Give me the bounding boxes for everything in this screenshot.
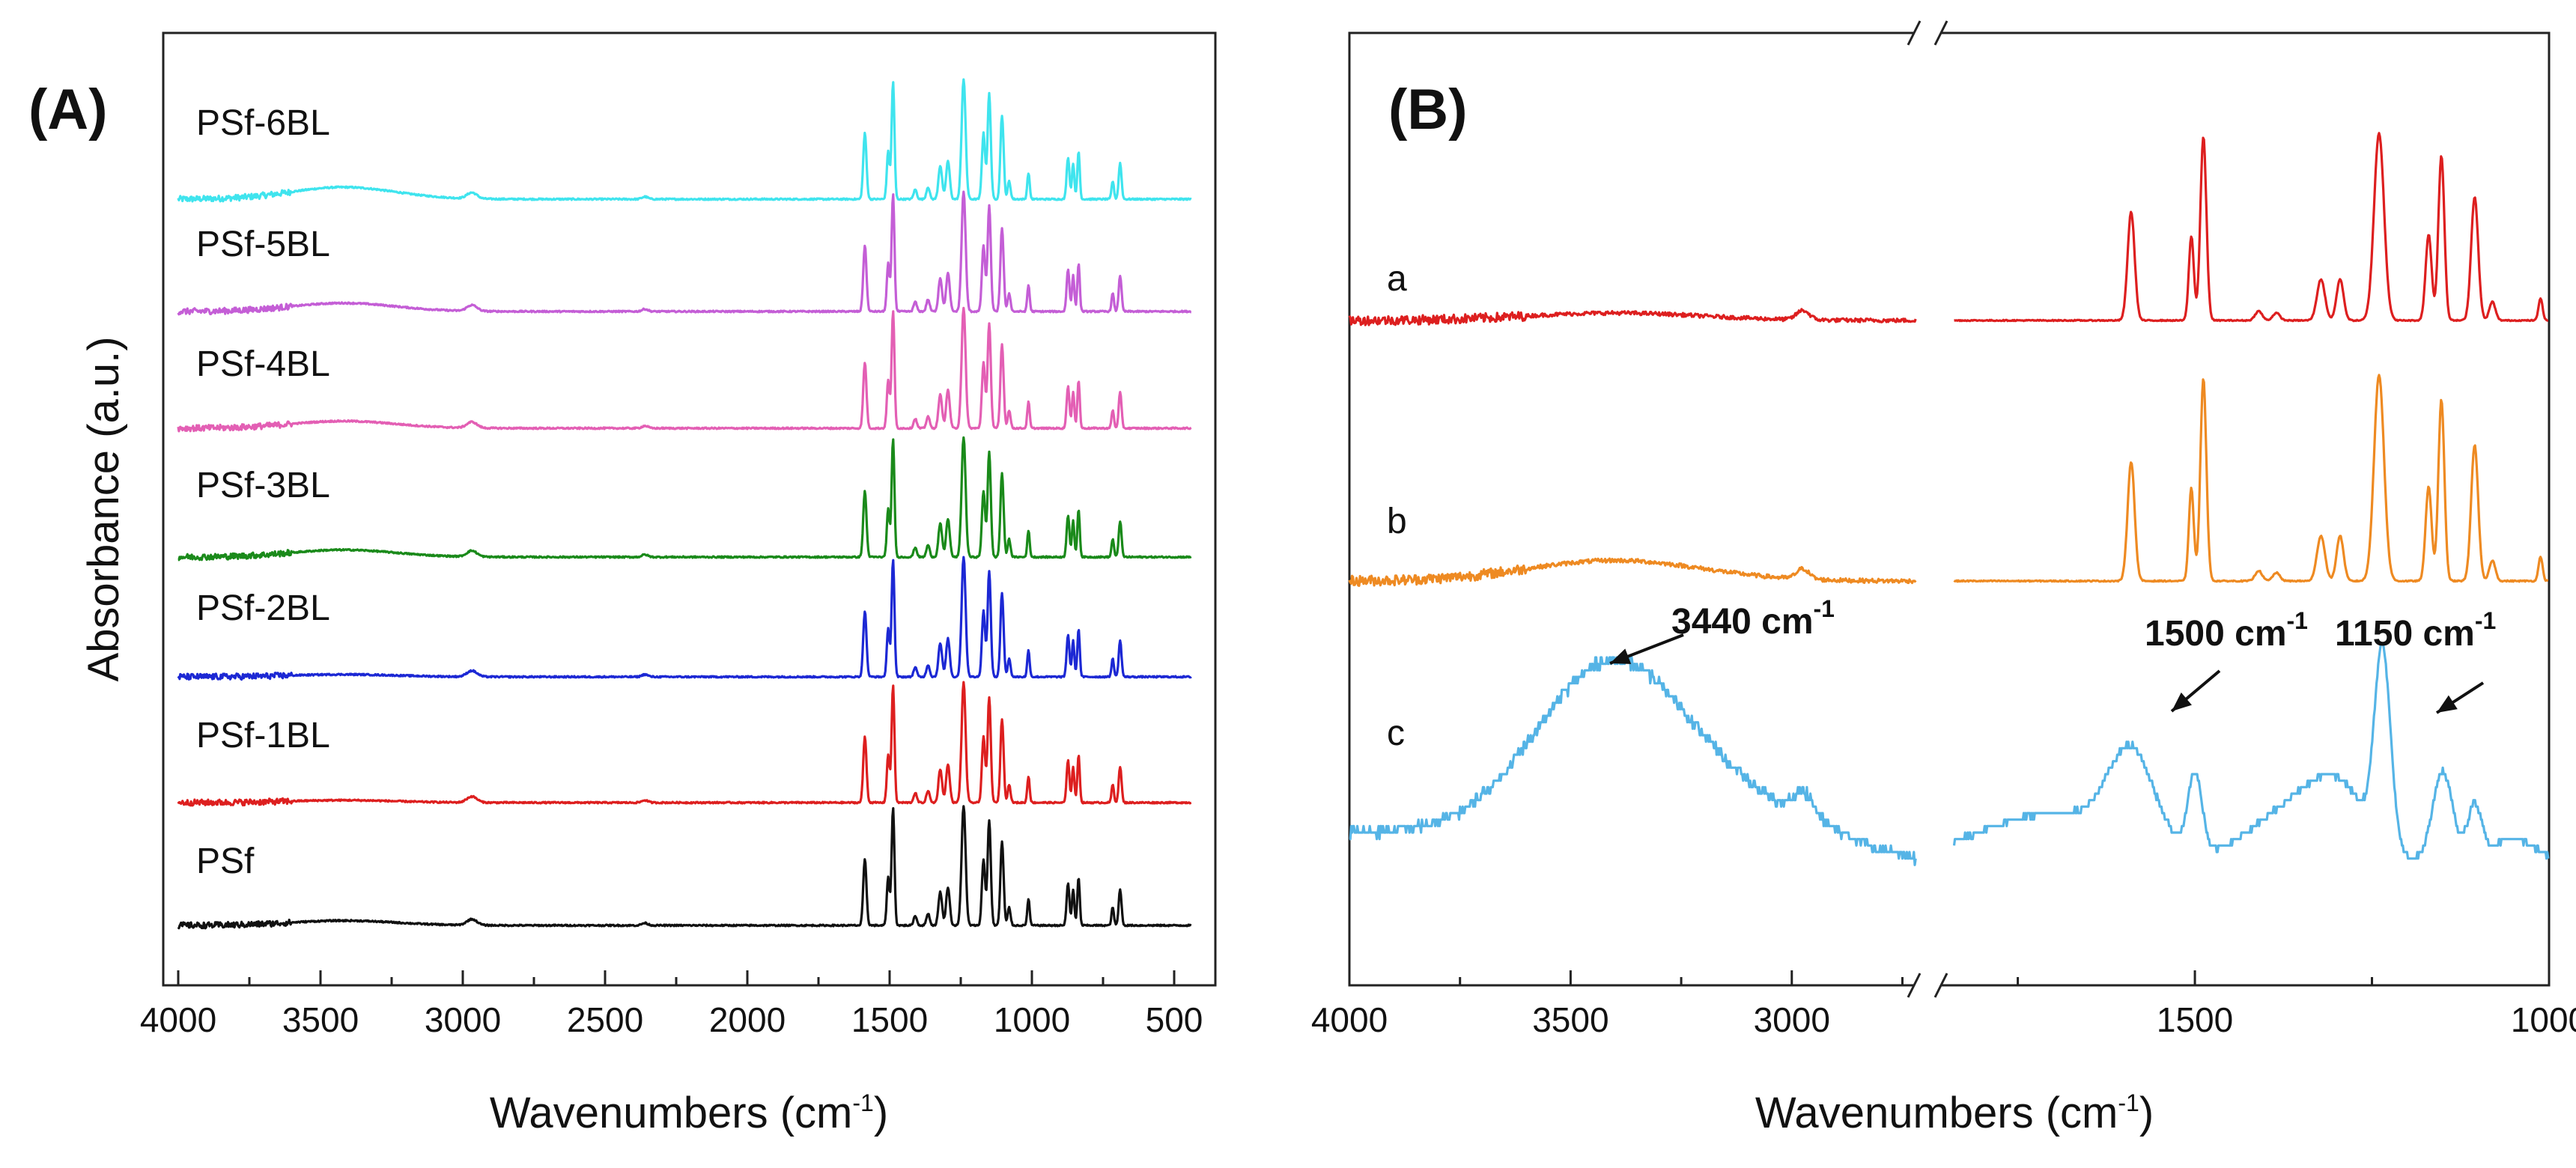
trace-label-psf-3bl: PSf-3BL [196, 466, 330, 505]
x-tick-label-1500: 1500 [2157, 1000, 2233, 1039]
trace-psf-6bl [177, 78, 1192, 203]
x-tick-label-1000: 1000 [2511, 1000, 2576, 1039]
panel-b-frame-left [1348, 31, 1913, 987]
axis-break-bottom [1907, 973, 1948, 998]
panel-b-frame-right [1942, 31, 2551, 987]
x-tick-label-4000: 4000 [1311, 1000, 1388, 1039]
trace-label-psf-5bl: PSf-5BL [196, 225, 330, 264]
trace-label-psf-4bl: PSf-4BL [196, 344, 330, 384]
x-tick-label-3000: 3000 [1754, 1000, 1830, 1039]
trace-label-b: b [1387, 502, 1407, 541]
annotation-arrowhead-3440 [1610, 648, 1632, 664]
panel-b: (B) a b c 4000 3500 3000 1500 1000 3440 cm-1 15… [1311, 20, 2576, 1137]
panel-a-x-axis-title: Wavenumbers (cm-1) [490, 1089, 888, 1137]
axis-break-top [1907, 20, 1948, 46]
trace-label-a: a [1387, 259, 1407, 299]
panel-a-y-axis-title: Absorbance (a.u.) [79, 336, 128, 681]
x-tick-label-500: 500 [1146, 1000, 1203, 1039]
x-tick-label-3000: 3000 [425, 1000, 501, 1039]
trace-label-psf-1bl: PSf-1BL [196, 716, 330, 755]
x-tick-label-3500: 3500 [1532, 1000, 1609, 1039]
trace-c-right [1952, 643, 2550, 860]
x-tick-label-1000: 1000 [994, 1000, 1070, 1039]
trace-b-left [1348, 557, 1917, 587]
trace-psf-5bl [177, 190, 1192, 316]
trace-label-psf: PSf [196, 842, 255, 881]
x-tick-label-2500: 2500 [567, 1000, 643, 1039]
annotation-1150: 1150 cm-1 [2335, 607, 2496, 654]
trace-c-left [1349, 656, 1917, 866]
annotation-1500: 1500 cm-1 [2145, 607, 2308, 654]
trace-a-left [1348, 308, 1917, 326]
trace-psf-3bl [177, 436, 1192, 562]
panel-a-label: (A) [28, 78, 108, 142]
x-tick-label-3500: 3500 [282, 1000, 359, 1039]
panel-a-frame [162, 31, 1217, 987]
x-tick-label-1500: 1500 [851, 1000, 928, 1039]
trace-a-right [1954, 132, 2549, 323]
trace-psf-1bl [177, 681, 1192, 807]
trace-label-c: c [1387, 714, 1405, 753]
trace-psf-2bl [177, 556, 1192, 681]
trace-label-psf-2bl: PSf-2BL [196, 588, 330, 628]
trace-psf-4bl [177, 306, 1192, 433]
x-tick-label-2000: 2000 [709, 1000, 786, 1039]
annotation-3440: 3440 cm-1 [1671, 595, 1835, 642]
panel-a: (A) PSf-6BL PSf-5BL PSf-4BL PSf-3BL PSf-2BL P… [28, 31, 1217, 1137]
annotation-arrowhead-1500 [2172, 692, 2192, 711]
trace-psf [177, 805, 1192, 930]
trace-label-psf-6bl: PSf-6BL [196, 103, 330, 143]
panel-b-label: (B) [1388, 78, 1468, 142]
x-tick-label-4000: 4000 [140, 1000, 216, 1039]
panel-b-x-axis-title: Wavenumbers (cm-1) [1755, 1089, 2154, 1137]
trace-b-right [1953, 374, 2549, 583]
annotation-arrowhead-1150 [2437, 695, 2458, 713]
